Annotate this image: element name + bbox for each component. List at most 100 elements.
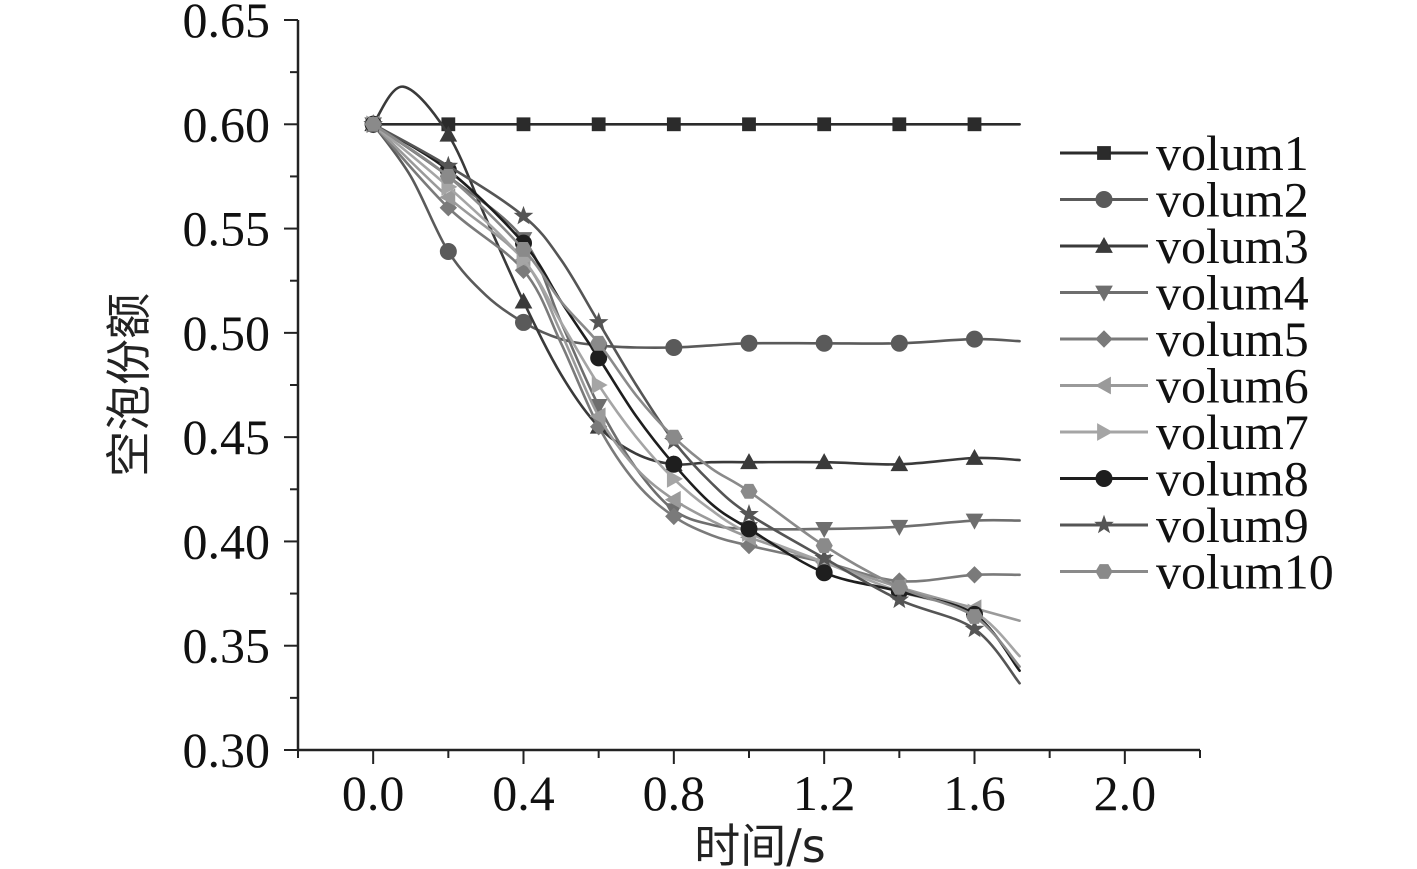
data-point-volum2 (890, 334, 908, 352)
y-tick-label: 0.45 (183, 409, 271, 465)
series-volum6 (364, 115, 1021, 622)
data-point-volum6 (664, 490, 681, 509)
data-point-volum3 (890, 455, 909, 472)
series-volum7 (366, 115, 1021, 658)
legend-swatch-marker (1097, 423, 1114, 441)
data-point-volum2 (665, 338, 683, 356)
data-point-volum1 (516, 117, 531, 132)
data-point-volum8 (815, 564, 833, 582)
legend-swatch-marker (1094, 376, 1111, 395)
legend-swatch-marker (1094, 514, 1114, 534)
legend-swatch-marker (1095, 236, 1113, 253)
x-axis-label: 时间/s (694, 819, 825, 869)
data-point-volum3 (439, 125, 458, 142)
data-point-volum9 (513, 205, 534, 225)
y-tick-label: 0.55 (183, 201, 271, 257)
data-point-volum9 (588, 312, 609, 331)
data-point-volum9 (739, 504, 759, 523)
legend-swatch-marker (1095, 285, 1113, 302)
legend-label: volum8 (1156, 451, 1309, 507)
legend-item-volum5: volum5 (1060, 311, 1309, 367)
legend-label: volum2 (1156, 172, 1309, 228)
y-tick-label: 0.40 (183, 513, 271, 569)
data-point-volum8 (665, 455, 683, 473)
legend-label: volum4 (1156, 265, 1309, 321)
data-point-volum3 (965, 448, 984, 465)
legend-swatch-marker (1095, 330, 1113, 348)
data-point-volum10 (815, 538, 833, 553)
legend-item-volum8: volum8 (1060, 451, 1309, 507)
y-tick-label: 0.35 (183, 618, 271, 674)
data-point-volum10 (439, 169, 457, 184)
y-tick-label: 0.60 (183, 96, 271, 152)
legend-item-volum10: volum10 (1060, 544, 1334, 600)
legend-item-volum4: volum4 (1060, 265, 1309, 321)
series-line-volum6 (371, 123, 1021, 622)
data-point-volum10 (665, 429, 683, 445)
chart-series (363, 85, 1021, 685)
x-tick-label: 1.6 (943, 765, 1006, 821)
series-volum3 (364, 85, 1021, 472)
legend-label: volum1 (1156, 125, 1309, 181)
data-point-volum4 (815, 522, 834, 538)
legend-swatch-marker (1095, 564, 1113, 579)
series-volum10 (364, 116, 1021, 668)
data-point-volum2 (815, 334, 833, 352)
data-point-volum10 (890, 579, 908, 595)
data-point-volum7 (591, 376, 608, 394)
data-point-volum6 (439, 188, 456, 207)
y-tick-label: 0.50 (183, 305, 271, 361)
series-volum1 (366, 117, 1021, 132)
data-point-volum9 (964, 618, 985, 638)
legend-label: volum5 (1156, 311, 1309, 367)
x-tick-label: 0.8 (643, 765, 706, 821)
x-tick-label: 0.4 (492, 765, 555, 821)
legend-label: volum7 (1156, 404, 1309, 460)
data-point-volum6 (589, 407, 606, 426)
legend-label: volum10 (1156, 544, 1334, 600)
legend-swatch-marker (1097, 146, 1111, 160)
data-point-volum2 (740, 334, 758, 352)
data-point-volum10 (514, 242, 533, 257)
legend-item-volum7: volum7 (1060, 404, 1309, 460)
legend-item-volum1: volum1 (1060, 125, 1309, 181)
y-tick-label: 0.65 (183, 0, 271, 48)
legend-item-volum3: volum3 (1060, 218, 1309, 274)
x-tick-label: 2.0 (1094, 765, 1157, 821)
chart-legend: volum1volum2volum3volum4volum5volum6volu… (1060, 125, 1334, 600)
data-point-volum3 (514, 292, 533, 309)
data-point-volum10 (740, 483, 758, 499)
data-point-volum1 (817, 117, 832, 132)
y-tick-label: 0.30 (183, 722, 271, 778)
series-volum4 (364, 117, 1021, 538)
data-point-volum3 (740, 453, 758, 470)
series-line-volum3 (371, 85, 1021, 466)
data-point-volum1 (591, 117, 606, 132)
y-axis-label: 空泡份额 (102, 293, 156, 477)
data-point-volum5 (965, 566, 984, 584)
data-point-volum8 (740, 520, 758, 538)
data-point-volum7 (666, 470, 683, 488)
data-point-volum1 (967, 117, 982, 132)
series-volum2 (364, 115, 1021, 356)
legend-label: volum6 (1156, 358, 1309, 414)
legend-item-volum6: volum6 (1060, 358, 1309, 414)
data-point-volum2 (966, 330, 983, 348)
data-point-volum10 (590, 335, 608, 351)
data-point-volum1 (666, 117, 681, 132)
data-point-volum2 (439, 243, 457, 261)
data-point-volum3 (815, 453, 834, 470)
data-point-volum9 (889, 589, 910, 609)
legend-label: volum9 (1156, 497, 1309, 553)
data-point-volum1 (892, 117, 907, 132)
data-point-volum10 (965, 609, 984, 624)
data-point-volum4 (965, 513, 984, 530)
legend-swatch-marker (1095, 191, 1113, 208)
legend-item-volum2: volum2 (1060, 172, 1309, 228)
data-point-volum9 (814, 547, 834, 567)
series-line-volum2 (371, 123, 1021, 350)
x-tick-label: 0.0 (342, 765, 405, 821)
chart-axes: 0.30 0.35 0.40 0.45 0.50 0.55 0.60 0.65 0.0 0.4 0.… (183, 0, 1201, 821)
data-point-volum4 (890, 519, 909, 536)
